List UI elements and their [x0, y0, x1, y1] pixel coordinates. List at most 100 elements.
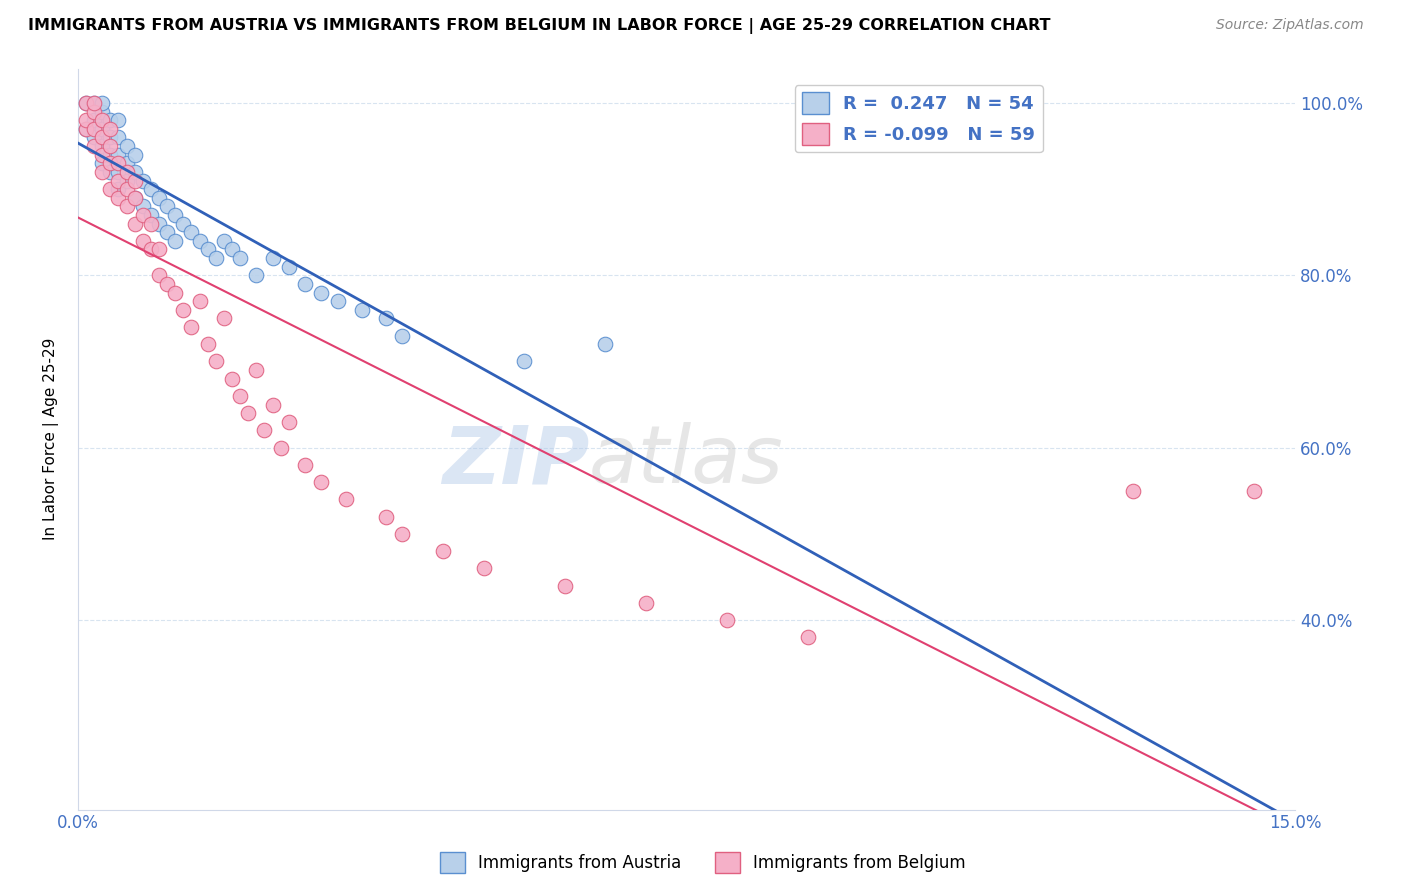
Point: [197, 337, 219, 351]
Point: [311, 285, 333, 300]
Point: [165, 208, 187, 222]
Point: [221, 243, 243, 257]
Point: [253, 424, 276, 438]
Point: [156, 199, 179, 213]
Point: [165, 285, 187, 300]
Point: [1243, 483, 1265, 498]
Point: [391, 328, 413, 343]
Point: [107, 156, 129, 170]
Point: [156, 225, 179, 239]
Point: [124, 173, 146, 187]
Point: [124, 217, 146, 231]
Point: [132, 173, 155, 187]
Point: [513, 354, 536, 368]
Point: [115, 182, 138, 196]
Point: [172, 217, 194, 231]
Point: [180, 320, 202, 334]
Point: [107, 173, 129, 187]
Point: [245, 363, 267, 377]
Point: [132, 208, 155, 222]
Point: [204, 354, 226, 368]
Point: [132, 234, 155, 248]
Point: [172, 302, 194, 317]
Point: [212, 234, 235, 248]
Point: [115, 156, 138, 170]
Point: [83, 104, 105, 119]
Point: [98, 121, 121, 136]
Point: [115, 139, 138, 153]
Point: [595, 337, 617, 351]
Point: [1122, 483, 1144, 498]
Y-axis label: In Labor Force | Age 25-29: In Labor Force | Age 25-29: [44, 338, 59, 541]
Point: [148, 217, 170, 231]
Point: [139, 208, 162, 222]
Point: [139, 217, 162, 231]
Point: [554, 578, 576, 592]
Point: [139, 243, 162, 257]
Point: [83, 139, 105, 153]
Point: [107, 113, 129, 128]
Point: [262, 251, 284, 265]
Point: [294, 458, 316, 472]
Point: [115, 173, 138, 187]
Point: [98, 113, 121, 128]
Point: [83, 130, 105, 145]
Point: [124, 191, 146, 205]
Point: [91, 139, 114, 153]
Text: IMMIGRANTS FROM AUSTRIA VS IMMIGRANTS FROM BELGIUM IN LABOR FORCE | AGE 25-29 CO: IMMIGRANTS FROM AUSTRIA VS IMMIGRANTS FR…: [28, 18, 1050, 34]
Point: [124, 191, 146, 205]
Point: [107, 191, 129, 205]
Point: [391, 526, 413, 541]
Point: [139, 182, 162, 196]
Legend: Immigrants from Austria, Immigrants from Belgium: Immigrants from Austria, Immigrants from…: [433, 846, 973, 880]
Point: [75, 113, 97, 128]
Point: [238, 406, 260, 420]
Point: [75, 95, 97, 110]
Point: [83, 121, 105, 136]
Point: [115, 165, 138, 179]
Point: [75, 121, 97, 136]
Point: [229, 389, 252, 403]
Point: [83, 113, 105, 128]
Point: [188, 294, 211, 309]
Point: [229, 251, 252, 265]
Point: [75, 121, 97, 136]
Point: [221, 372, 243, 386]
Point: [148, 243, 170, 257]
Point: [245, 268, 267, 283]
Point: [277, 415, 299, 429]
Point: [472, 561, 495, 575]
Point: [98, 182, 121, 196]
Point: [83, 95, 105, 110]
Point: [91, 113, 114, 128]
Point: [107, 165, 129, 179]
Point: [294, 277, 316, 291]
Point: [91, 147, 114, 161]
Point: [132, 199, 155, 213]
Point: [326, 294, 349, 309]
Text: atlas: atlas: [589, 422, 783, 500]
Point: [156, 277, 179, 291]
Point: [98, 156, 121, 170]
Point: [350, 302, 373, 317]
Point: [124, 165, 146, 179]
Point: [270, 441, 292, 455]
Point: [797, 630, 820, 644]
Point: [432, 544, 454, 558]
Text: Source: ZipAtlas.com: Source: ZipAtlas.com: [1216, 18, 1364, 32]
Point: [98, 139, 121, 153]
Point: [375, 311, 398, 326]
Point: [75, 95, 97, 110]
Point: [91, 104, 114, 119]
Point: [107, 182, 129, 196]
Point: [165, 234, 187, 248]
Text: ZIP: ZIP: [441, 422, 589, 500]
Point: [98, 165, 121, 179]
Legend: R =  0.247   N = 54, R = -0.099   N = 59: R = 0.247 N = 54, R = -0.099 N = 59: [794, 85, 1043, 153]
Point: [91, 130, 114, 145]
Point: [124, 147, 146, 161]
Point: [115, 199, 138, 213]
Point: [148, 191, 170, 205]
Point: [262, 398, 284, 412]
Point: [83, 95, 105, 110]
